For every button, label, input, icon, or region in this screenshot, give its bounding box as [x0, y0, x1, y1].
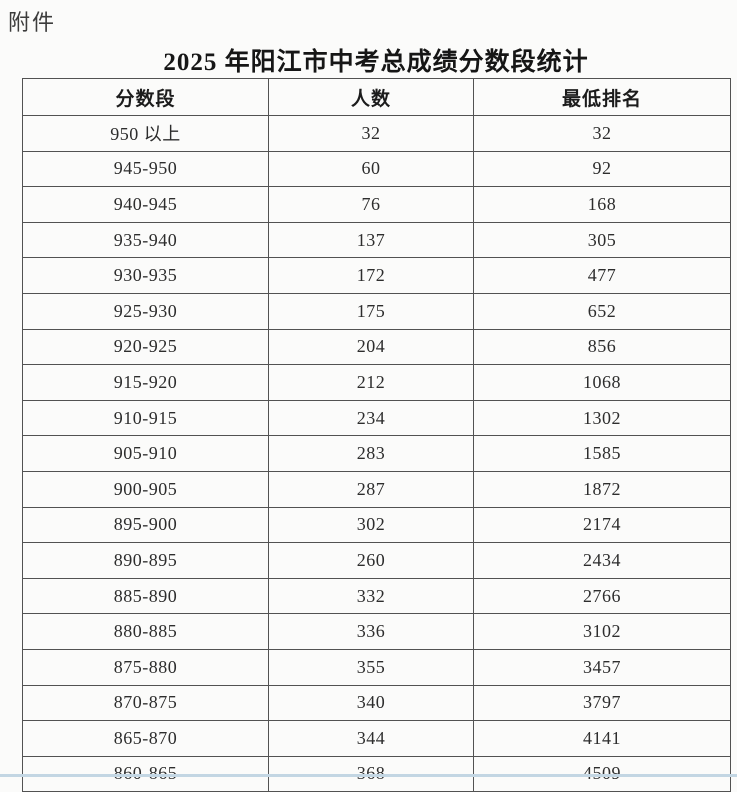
table-row: 890-895 260 2434 — [22, 542, 731, 579]
cell-count: 260 — [268, 542, 474, 579]
cell-min-rank: 1872 — [473, 470, 731, 508]
cell-score-range: 945-950 — [22, 150, 269, 188]
cell-score-range: 865-870 — [22, 720, 269, 757]
table-row: 885-890 332 2766 — [22, 577, 731, 615]
table-row: 950 以上 32 32 — [22, 115, 731, 152]
cell-min-rank: 2766 — [473, 577, 731, 615]
table-row: 910-915 234 1302 — [22, 399, 731, 437]
cell-min-rank: 1585 — [473, 435, 731, 472]
cell-count: 355 — [268, 648, 474, 686]
cell-min-rank: 168 — [473, 186, 731, 223]
cell-min-rank: 2434 — [473, 542, 731, 579]
cell-min-rank: 3102 — [473, 613, 731, 650]
cell-score-range: 905-910 — [22, 435, 269, 472]
table-row: 945-950 60 92 — [22, 150, 731, 188]
col-header-min-rank: 最低排名 — [473, 78, 731, 116]
cell-min-rank: 4141 — [473, 720, 731, 757]
cell-count: 332 — [268, 577, 474, 615]
cell-count: 60 — [268, 150, 474, 188]
table-row: 865-870 344 4141 — [22, 720, 731, 757]
cell-count: 283 — [268, 435, 474, 472]
document-title: 2025 年阳江市中考总成绩分数段统计 — [163, 49, 589, 76]
cell-min-rank: 32 — [473, 115, 731, 152]
col-header-count: 人数 — [268, 78, 474, 116]
table-row: 900-905 287 1872 — [22, 470, 731, 508]
cell-score-range: 870-875 — [22, 684, 269, 722]
cell-score-range: 900-905 — [22, 470, 269, 508]
cell-count: 137 — [268, 221, 474, 259]
table-row: 905-910 283 1585 — [22, 435, 731, 472]
score-distribution-table: 分数段 人数 最低排名 950 以上 32 32 945-950 60 92 9… — [22, 78, 731, 792]
cell-score-range: 925-930 — [22, 292, 269, 330]
cell-count: 212 — [268, 364, 474, 401]
cell-min-rank: 3797 — [473, 684, 731, 722]
cell-score-range: 885-890 — [22, 577, 269, 615]
scan-bottom-edge-line — [0, 774, 737, 777]
table-row: 895-900 302 2174 — [22, 506, 731, 544]
cell-score-range: 935-940 — [22, 221, 269, 259]
cell-min-rank: 305 — [473, 221, 731, 259]
cell-score-range: 920-925 — [22, 328, 269, 366]
cell-score-range: 915-920 — [22, 364, 269, 401]
cell-count: 340 — [268, 684, 474, 722]
table-row: 880-885 336 3102 — [22, 613, 731, 650]
table-row: 940-945 76 168 — [22, 186, 731, 223]
table-row: 925-930 175 652 — [22, 292, 731, 330]
cell-min-rank: 477 — [473, 257, 731, 294]
table-row: 915-920 212 1068 — [22, 364, 731, 401]
table-row: 930-935 172 477 — [22, 257, 731, 294]
cell-count: 302 — [268, 506, 474, 544]
col-header-score-range: 分数段 — [22, 78, 269, 116]
table-row: 870-875 340 3797 — [22, 684, 731, 722]
cell-count: 336 — [268, 613, 474, 650]
cell-count: 287 — [268, 470, 474, 508]
cell-min-rank: 652 — [473, 292, 731, 330]
cell-min-rank: 1302 — [473, 399, 731, 437]
cell-score-range: 895-900 — [22, 506, 269, 544]
cell-score-range: 890-895 — [22, 542, 269, 579]
cell-count: 234 — [268, 399, 474, 437]
table-row: 920-925 204 856 — [22, 328, 731, 366]
cell-count: 204 — [268, 328, 474, 366]
table-row: 935-940 137 305 — [22, 221, 731, 259]
cell-min-rank: 2174 — [473, 506, 731, 544]
cell-count: 32 — [268, 115, 474, 152]
cell-score-range: 950 以上 — [22, 115, 269, 152]
cell-count: 172 — [268, 257, 474, 294]
cell-count: 175 — [268, 292, 474, 330]
table-row: 875-880 355 3457 — [22, 648, 731, 686]
cell-score-range: 880-885 — [22, 613, 269, 650]
table-header-row: 分数段 人数 最低排名 — [22, 78, 731, 116]
cell-min-rank: 92 — [473, 150, 731, 188]
cell-count: 76 — [268, 186, 474, 223]
cell-min-rank: 1068 — [473, 364, 731, 401]
cell-score-range: 930-935 — [22, 257, 269, 294]
cell-score-range: 875-880 — [22, 648, 269, 686]
cell-min-rank: 3457 — [473, 648, 731, 686]
attachment-label: 附件 — [8, 10, 57, 35]
cell-min-rank: 856 — [473, 328, 731, 366]
cell-count: 344 — [268, 720, 474, 757]
cell-score-range: 940-945 — [22, 186, 269, 223]
cell-score-range: 910-915 — [22, 399, 269, 437]
